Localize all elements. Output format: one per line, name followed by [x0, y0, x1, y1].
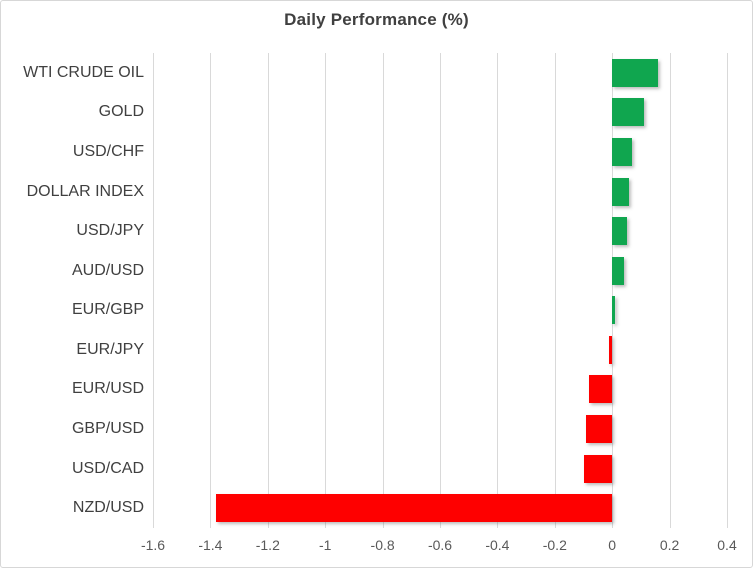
category-label: AUD/USD — [71, 261, 144, 279]
gridline — [440, 53, 441, 528]
gridline — [210, 53, 212, 528]
bar-usd-chf — [612, 137, 633, 166]
category-label: EUR/JPY — [76, 340, 144, 358]
bar-eur-jpy — [609, 335, 613, 364]
plot-area — [153, 53, 728, 528]
category-label: DOLLAR INDEX — [26, 182, 144, 200]
gridline — [267, 53, 269, 528]
category-label: USD/JPY — [76, 222, 144, 240]
x-tick-label: -0.6 — [427, 537, 453, 553]
category-label: EUR/GBP — [71, 301, 144, 319]
category-label: WTI CRUDE OIL — [23, 63, 144, 81]
x-tick-label: -1.2 — [255, 537, 280, 553]
x-tick-label: -1.6 — [140, 537, 166, 553]
bar-aud-usd — [612, 256, 624, 285]
category-label: USD/CHF — [72, 142, 144, 160]
x-tick-label: 0.2 — [659, 537, 680, 553]
bar-usd-cad — [583, 454, 613, 483]
x-tick-label: 0 — [608, 537, 617, 553]
chart-title: Daily Performance (%) — [284, 10, 469, 29]
bar-wti-crude-oil — [612, 58, 659, 87]
category-label: GOLD — [98, 103, 144, 121]
gridline — [554, 53, 556, 528]
x-tick-label: -0.4 — [485, 537, 510, 553]
gridline — [727, 53, 728, 528]
gridline — [325, 53, 327, 528]
x-tick-label: -0.2 — [542, 537, 567, 553]
bar-eur-gbp — [612, 296, 616, 325]
gridline — [382, 53, 384, 528]
bar-usd-jpy — [612, 217, 627, 246]
category-label: USD/CAD — [71, 459, 144, 477]
gridline — [497, 53, 499, 528]
x-tick-label: -0.8 — [370, 537, 395, 553]
x-tick-label: -1.4 — [198, 537, 223, 553]
bar-dollar-index — [612, 177, 630, 206]
category-label: EUR/USD — [71, 380, 144, 398]
x-tick-label: 0.4 — [717, 537, 737, 553]
bar-nzd-usd — [216, 494, 613, 523]
gridline — [153, 53, 154, 528]
category-label: GBP/USD — [71, 420, 144, 438]
bar-gbp-usd — [586, 415, 613, 444]
bar-eur-usd — [589, 375, 613, 404]
gridline — [669, 53, 671, 528]
bar-gold — [612, 98, 644, 127]
x-tick-label: -1 — [318, 537, 332, 553]
gridline — [612, 53, 614, 528]
category-label: NZD/USD — [72, 499, 144, 517]
